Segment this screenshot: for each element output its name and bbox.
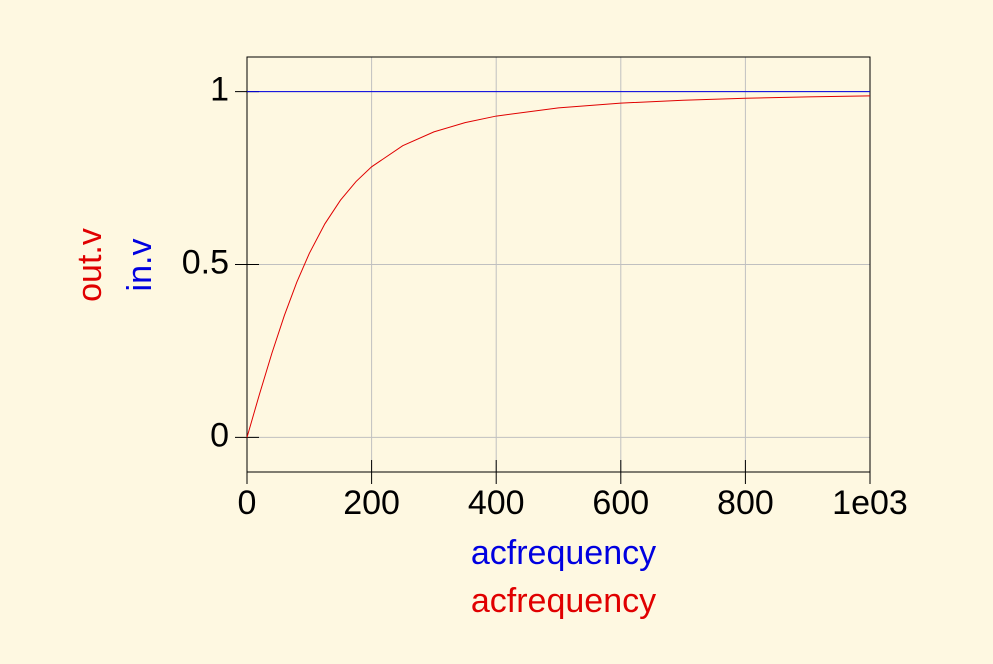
x-tick-label: 0: [238, 484, 257, 522]
x-tick-label: 600: [592, 484, 649, 522]
x-axis-label: acfrequency: [471, 534, 656, 572]
x-tick-label: 800: [717, 484, 774, 522]
x-tick-label: 400: [468, 484, 525, 522]
plot-frame: [246, 56, 871, 473]
x-tick-label: 1e03: [832, 484, 908, 522]
x-tick-label: 200: [343, 484, 400, 522]
y-tick-label: 0.5: [182, 243, 229, 281]
x-axis-label: acfrequency: [471, 582, 656, 620]
line-series: [246, 95, 871, 438]
y-tick-label: 0: [210, 416, 229, 454]
y-tick-label: 1: [210, 71, 229, 109]
y-axis-label: in.v: [121, 239, 159, 292]
y-axis-label: out.v: [71, 228, 109, 302]
